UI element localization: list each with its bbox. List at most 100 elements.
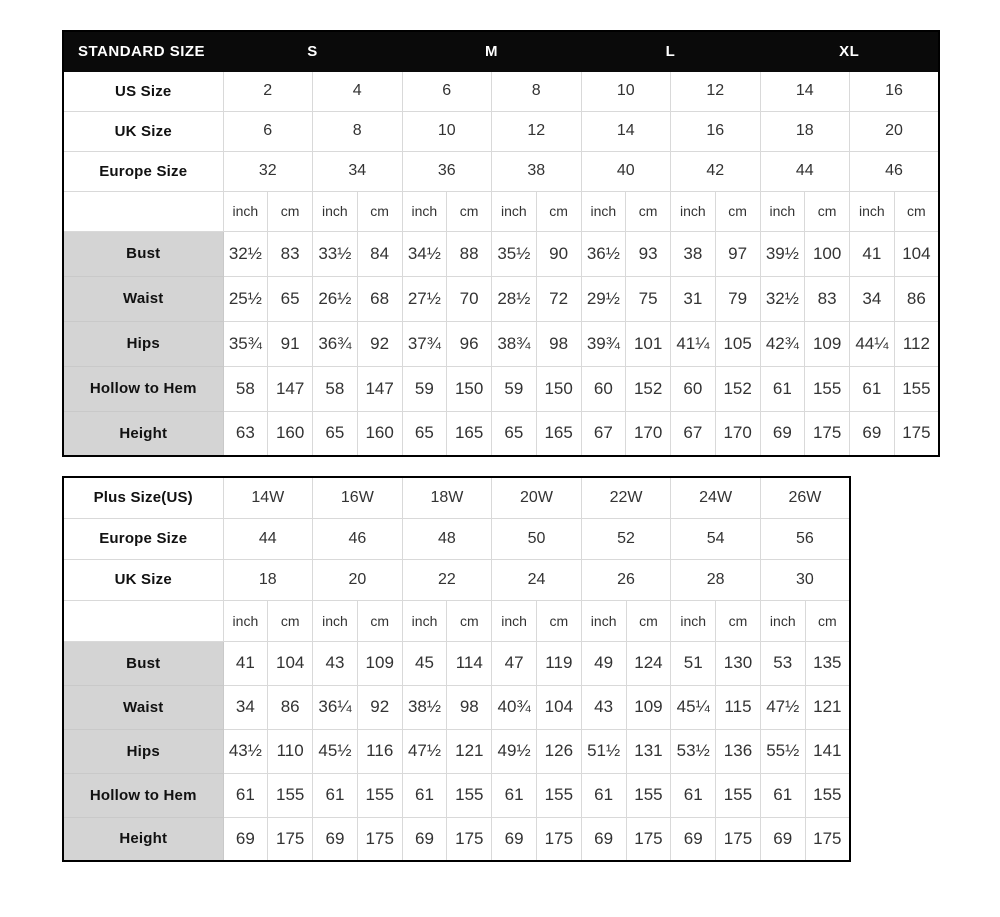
measurement-value-cell: 155 bbox=[267, 772, 314, 818]
measurement-value-cell: 121 bbox=[446, 728, 493, 774]
size-value-cell: 14 bbox=[580, 110, 671, 152]
size-conversion-row: UK Size 18 20 22 24 26 28 30 bbox=[62, 558, 851, 601]
measurement-value-cell: 175 bbox=[804, 816, 851, 862]
measurement-value-cell: 69 bbox=[580, 816, 627, 862]
measurement-value-cell: 41¼ bbox=[670, 320, 716, 367]
size-chart-page: STANDARD SIZE S M L XL US Size 2 4 6 8 10 12 14 16 UK … bbox=[0, 30, 1000, 917]
unit-label-cm: cm bbox=[356, 190, 403, 232]
size-value-cell: 22 bbox=[401, 558, 493, 601]
measurement-row: Height 69 175 69 175 69 175 69 175 69 175 69 175 69 17… bbox=[62, 816, 851, 862]
measurement-value-cell: 39½ bbox=[759, 230, 806, 277]
measurement-value-cell: 44¼ bbox=[849, 320, 895, 367]
measurement-value-cell: 55½ bbox=[759, 728, 806, 774]
row-label-uk-size: UK Size bbox=[62, 558, 224, 601]
size-value-cell: 46 bbox=[312, 517, 403, 560]
size-value-cell: 40 bbox=[580, 150, 671, 192]
size-value-cell: 18W bbox=[401, 476, 493, 519]
row-label-hollow-to-hem: Hollow to Hem bbox=[62, 772, 224, 818]
measurement-value-cell: 65 bbox=[401, 410, 448, 457]
row-label-hollow-to-hem: Hollow to Hem bbox=[62, 365, 224, 412]
measurement-value-cell: 38½ bbox=[401, 684, 448, 730]
measurement-value-cell: 79 bbox=[714, 275, 761, 322]
measurement-value-cell: 69 bbox=[759, 410, 806, 457]
measurement-value-cell: 96 bbox=[446, 320, 492, 367]
measurement-value-cell: 105 bbox=[714, 320, 761, 367]
measurement-value-cell: 131 bbox=[625, 728, 672, 774]
unit-label-inch: inch bbox=[401, 599, 448, 642]
unit-header-row: inch cm inch cm inch cm inch cm inch cm inch cm inch… bbox=[62, 190, 940, 232]
measurement-value-cell: 152 bbox=[714, 365, 761, 412]
measurement-value-cell: 69 bbox=[312, 816, 358, 862]
measurement-value-cell: 97 bbox=[714, 230, 761, 277]
measurement-value-cell: 109 bbox=[356, 640, 403, 686]
size-value-cell: 24W bbox=[670, 476, 761, 519]
size-value-cell: 20 bbox=[312, 558, 403, 601]
measurement-row: Hips 35¾ 91 36¾ 92 37¾ 96 38¾ 98 39¾ 101 41¼ 105 42¾ 1… bbox=[62, 320, 940, 367]
measurement-value-cell: 104 bbox=[267, 640, 314, 686]
measurement-value-cell: 32½ bbox=[222, 230, 269, 277]
unit-label-cm: cm bbox=[535, 190, 582, 232]
unit-label-inch: inch bbox=[849, 190, 895, 232]
measurement-value-cell: 93 bbox=[625, 230, 671, 277]
measurement-value-cell: 29½ bbox=[580, 275, 627, 322]
measurement-value-cell: 155 bbox=[446, 772, 493, 818]
unit-label-inch: inch bbox=[759, 190, 806, 232]
size-value-cell: 16 bbox=[849, 70, 940, 112]
measurement-value-cell: 32½ bbox=[759, 275, 806, 322]
measurement-value-cell: 155 bbox=[715, 772, 761, 818]
empty-corner-cell bbox=[62, 599, 224, 642]
measurement-value-cell: 42¾ bbox=[759, 320, 806, 367]
measurement-value-cell: 75 bbox=[625, 275, 671, 322]
size-conversion-row: US Size 2 4 6 8 10 12 14 16 bbox=[62, 70, 940, 112]
measurement-value-cell: 150 bbox=[535, 365, 582, 412]
measurement-value-cell: 41 bbox=[222, 640, 269, 686]
measurement-value-cell: 36¼ bbox=[312, 684, 358, 730]
measurement-value-cell: 61 bbox=[401, 772, 448, 818]
measurement-value-cell: 98 bbox=[446, 684, 493, 730]
size-value-cell: 10 bbox=[580, 70, 671, 112]
measurement-value-cell: 86 bbox=[893, 275, 940, 322]
measurement-value-cell: 90 bbox=[535, 230, 582, 277]
measurement-value-cell: 27½ bbox=[401, 275, 448, 322]
measurement-value-cell: 91 bbox=[267, 320, 313, 367]
measurement-value-cell: 25½ bbox=[222, 275, 269, 322]
measurement-value-cell: 34 bbox=[849, 275, 895, 322]
size-value-cell: 26W bbox=[759, 476, 851, 519]
measurement-value-cell: 43 bbox=[580, 684, 627, 730]
measurement-value-cell: 109 bbox=[625, 684, 672, 730]
measurement-value-cell: 92 bbox=[356, 684, 403, 730]
measurement-row: Hollow to Hem 61 155 61 155 61 155 61 155 61 155 61… bbox=[62, 772, 851, 818]
size-value-cell: 44 bbox=[222, 517, 314, 560]
measurement-value-cell: 126 bbox=[535, 728, 582, 774]
unit-label-cm: cm bbox=[356, 599, 403, 642]
measurement-value-cell: 36¾ bbox=[312, 320, 358, 367]
measurement-value-cell: 31 bbox=[670, 275, 716, 322]
unit-label-cm: cm bbox=[625, 599, 672, 642]
measurement-value-cell: 37¾ bbox=[401, 320, 448, 367]
measurement-value-cell: 61 bbox=[759, 772, 806, 818]
unit-label-inch: inch bbox=[491, 599, 537, 642]
measurement-value-cell: 61 bbox=[222, 772, 269, 818]
row-label-europe-size: Europe Size bbox=[62, 150, 224, 192]
measurement-value-cell: 72 bbox=[535, 275, 582, 322]
measurement-value-cell: 175 bbox=[267, 816, 314, 862]
measurement-value-cell: 83 bbox=[804, 275, 850, 322]
measurement-value-cell: 124 bbox=[625, 640, 672, 686]
size-group-label-m: M bbox=[401, 30, 582, 72]
size-value-cell: 26 bbox=[580, 558, 672, 601]
measurement-value-cell: 150 bbox=[446, 365, 492, 412]
row-label-bust: Bust bbox=[62, 230, 224, 277]
size-value-cell: 38 bbox=[491, 150, 582, 192]
measurement-value-cell: 28½ bbox=[491, 275, 537, 322]
size-value-cell: 34 bbox=[312, 150, 403, 192]
measurement-value-cell: 49 bbox=[580, 640, 627, 686]
measurement-value-cell: 116 bbox=[356, 728, 403, 774]
unit-label-cm: cm bbox=[267, 190, 313, 232]
measurement-value-cell: 155 bbox=[625, 772, 672, 818]
measurement-value-cell: 53 bbox=[759, 640, 806, 686]
measurement-value-cell: 175 bbox=[625, 816, 672, 862]
size-value-cell: 18 bbox=[222, 558, 314, 601]
measurement-value-cell: 155 bbox=[893, 365, 940, 412]
measurement-value-cell: 147 bbox=[356, 365, 403, 412]
size-value-cell: 20W bbox=[491, 476, 582, 519]
